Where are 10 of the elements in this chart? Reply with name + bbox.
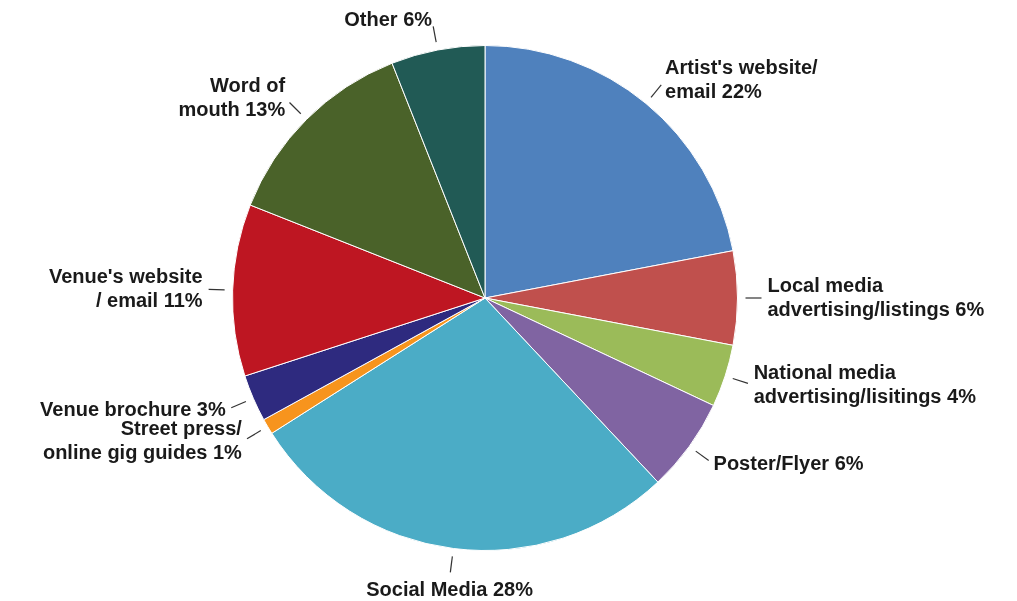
slice-label: Venue's website / email 11% [48, 264, 203, 311]
slice-label: Other 6% [344, 8, 433, 31]
slice-label: Poster/Flyer 6% [713, 451, 864, 474]
slice-label: Local media advertising/listings 6% [767, 273, 985, 320]
slice-label: National media advertising/lisitings 4% [753, 360, 977, 407]
slice-label: Street press/ online gig guides 1% [42, 417, 243, 464]
slice-label: Word of mouth 13% [178, 73, 286, 120]
slice-label: Social Media 28% [366, 577, 534, 600]
slice-label: Venue brochure 3% [40, 397, 226, 420]
slice-label: Artist's website/ email 22% [665, 55, 819, 102]
